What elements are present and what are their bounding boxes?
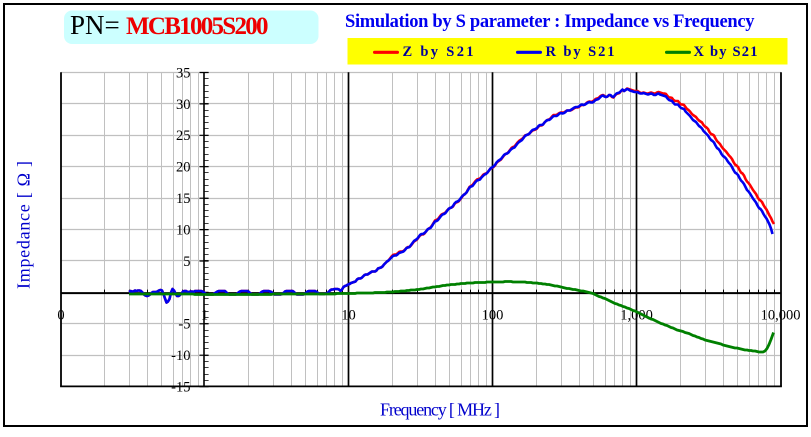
svg-text:1,000: 1,000 [620, 308, 653, 324]
svg-text:MCB1005S200: MCB1005S200 [126, 13, 269, 40]
svg-text:100: 100 [482, 308, 504, 324]
svg-text:20: 20 [176, 160, 191, 176]
svg-text:Frequency [ MHz ]: Frequency [ MHz ] [380, 400, 500, 420]
svg-text:-5: -5 [178, 317, 190, 333]
svg-text:10,000: 10,000 [761, 308, 801, 324]
svg-text:5: 5 [183, 254, 190, 270]
svg-text:R by S21: R by S21 [546, 44, 615, 60]
svg-text:25: 25 [176, 128, 191, 144]
svg-text:PN=: PN= [70, 10, 120, 40]
svg-text:0: 0 [57, 308, 64, 324]
svg-text:Z by S21: Z by S21 [403, 44, 474, 60]
svg-text:-15: -15 [171, 380, 190, 396]
svg-text:10: 10 [341, 308, 356, 324]
svg-text:X by S21: X by S21 [694, 44, 758, 60]
svg-text:Simulation by S parameter : Im: Simulation by S parameter : Impedance vs… [345, 12, 755, 32]
svg-text:-10: -10 [171, 348, 190, 364]
svg-text:10: 10 [176, 223, 191, 239]
svg-text:15: 15 [176, 191, 191, 207]
svg-text:1: 1 [201, 308, 208, 324]
svg-text:Impedance [ Ω ]: Impedance [ Ω ] [13, 161, 33, 289]
svg-text:35: 35 [176, 65, 191, 81]
svg-text:30: 30 [176, 97, 191, 113]
